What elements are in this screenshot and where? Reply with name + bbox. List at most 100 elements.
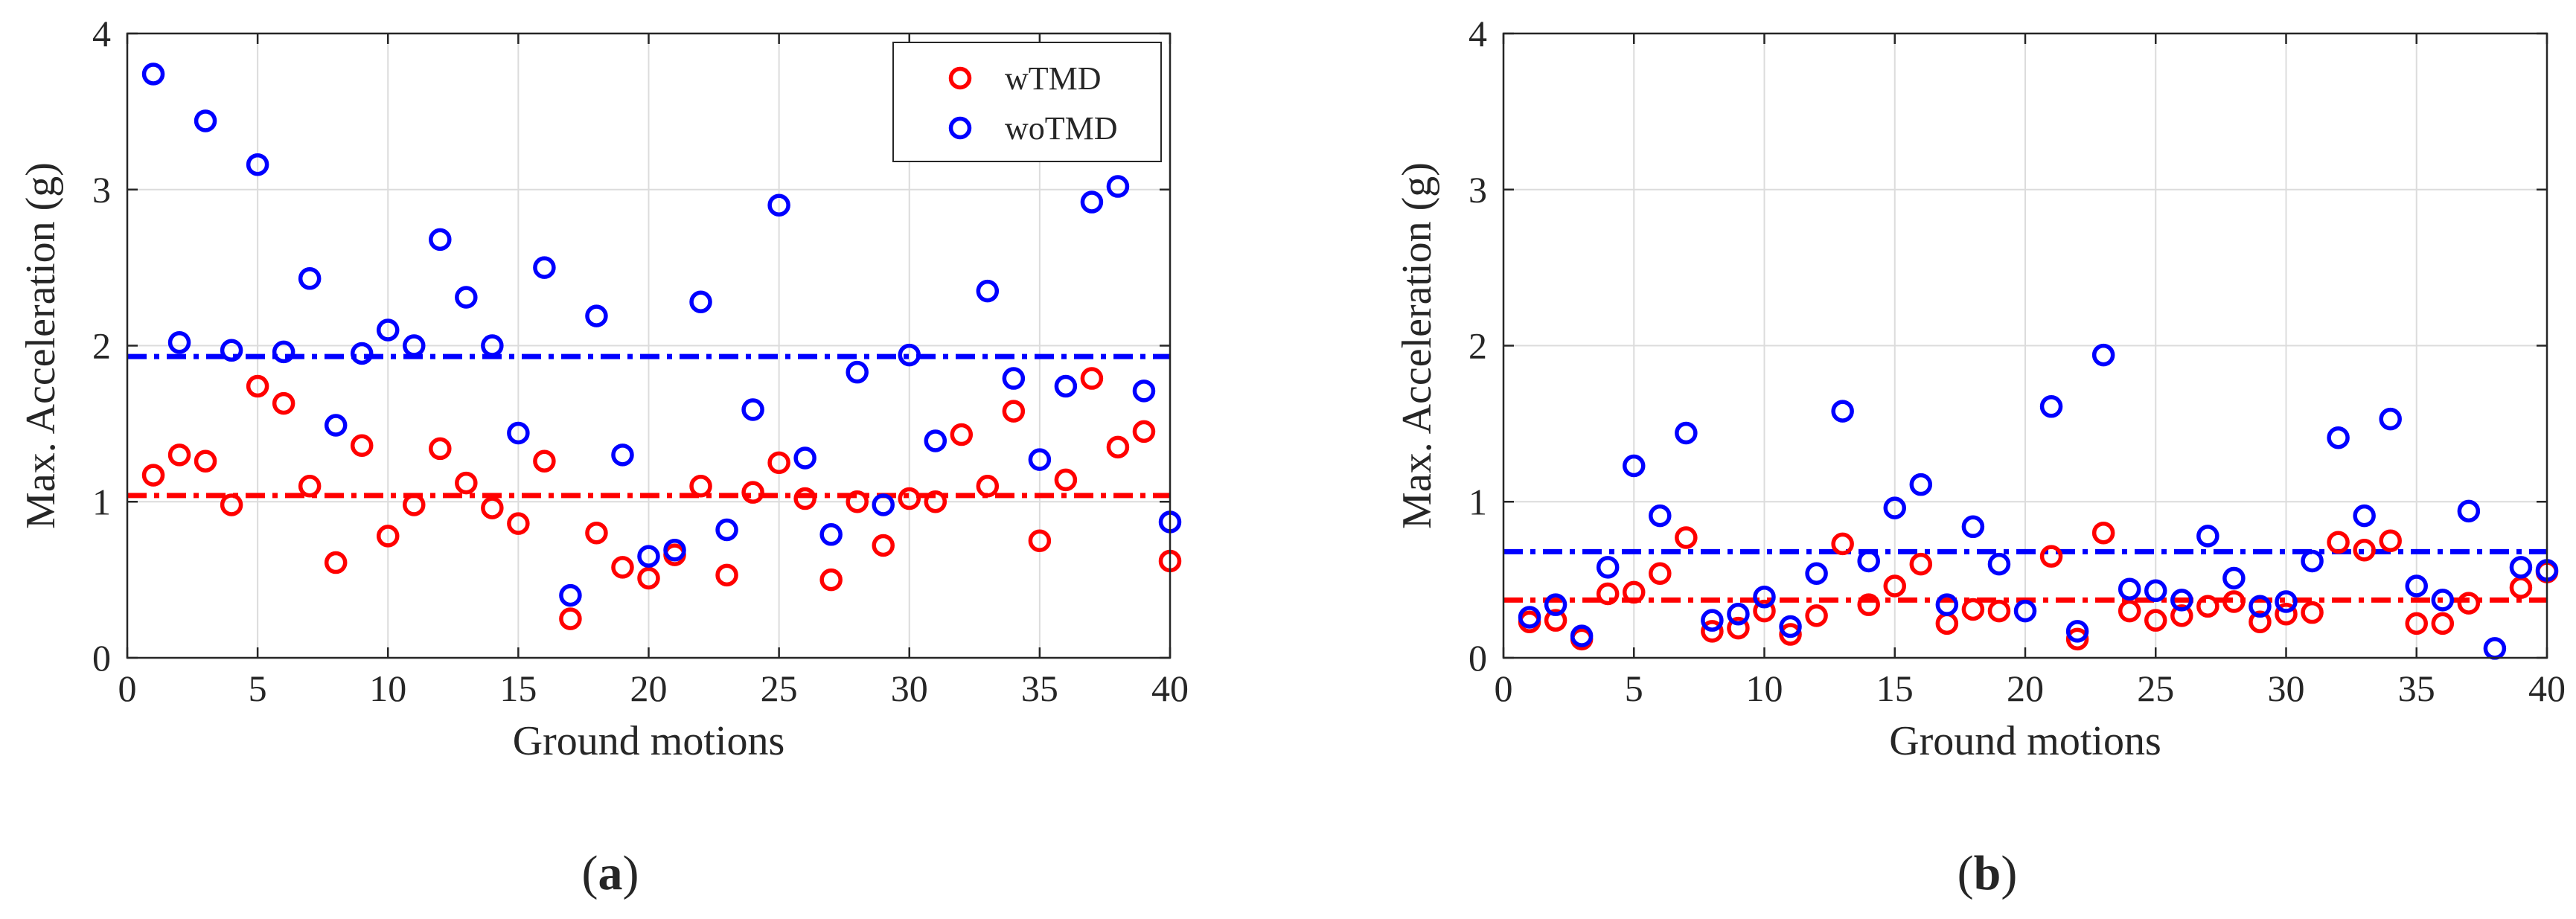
data-point-wtmd: [2457, 592, 2481, 615]
data-point-wotmd: [1106, 175, 1130, 198]
data-point-wotmd: [1623, 454, 1646, 478]
data-point-wtmd: [559, 607, 582, 630]
y-tick-label: 4: [92, 13, 111, 54]
data-point-wotmd: [2118, 577, 2141, 601]
x-tick-label: 15: [499, 667, 537, 709]
data-point-wotmd: [1753, 585, 1776, 609]
data-point-wtmd: [1779, 623, 1802, 646]
x-tick-label: 15: [1876, 667, 1914, 709]
data-point-wotmd: [2457, 499, 2481, 523]
data-point-wotmd: [167, 331, 191, 354]
x-tick-label: 35: [1021, 667, 1058, 709]
data-point-wtmd: [793, 487, 816, 510]
x-tick-label: 25: [2137, 667, 2174, 709]
data-point-wotmd: [1701, 609, 1724, 632]
data-point-wtmd: [637, 566, 660, 590]
data-point-wotmd: [1805, 562, 1828, 585]
data-point-wtmd: [1544, 609, 1567, 632]
data-point-wotmd: [2405, 574, 2428, 598]
data-point-wotmd: [1961, 515, 1985, 539]
data-point-wotmd: [1570, 624, 1594, 647]
subfigure-label: (a): [582, 846, 639, 900]
x-tick-label: 10: [1746, 667, 1783, 709]
data-point-wotmd: [663, 539, 686, 562]
data-point-wotmd: [246, 153, 269, 176]
data-point-wotmd: [1649, 504, 1672, 528]
y-tick-label: 3: [1468, 169, 1487, 211]
data-point-wotmd: [559, 583, 582, 607]
y-tick-label: 2: [1468, 325, 1487, 367]
data-point-wotmd: [1675, 421, 1698, 445]
data-point-wotmd: [1831, 400, 1854, 423]
data-point-wtmd: [1132, 420, 1156, 444]
data-point-wtmd: [403, 493, 426, 516]
data-point-wotmd: [715, 518, 738, 542]
data-point-wtmd: [2275, 603, 2298, 626]
data-point-wtmd: [2170, 604, 2193, 627]
data-point-wotmd: [1909, 473, 1933, 496]
data-point-wtmd: [481, 496, 504, 519]
data-point-wotmd: [324, 414, 348, 437]
data-point-wotmd: [1132, 380, 1156, 403]
data-point-wotmd: [1054, 374, 1078, 398]
x-tick-label: 30: [2268, 667, 2305, 709]
data-point-wtmd: [1106, 435, 1130, 459]
legend-marker-wtmd: [948, 66, 972, 90]
data-point-wtmd: [2091, 521, 2115, 545]
data-point-wotmd: [298, 267, 322, 290]
data-point-wotmd: [1544, 593, 1567, 616]
panel-b: 0 5 10 15 20 25 30 35 40 0 1 2 3 4 Ground motions Max. …: [1394, 13, 2566, 900]
data-point-wtmd: [1831, 532, 1854, 556]
data-point-wtmd: [1805, 604, 1828, 627]
data-point-wtmd: [533, 449, 556, 473]
data-point-wotmd: [507, 421, 530, 445]
data-point-wotmd: [1727, 603, 1750, 626]
legend-marker-wotmd: [948, 116, 972, 140]
x-axis-label: Ground motions: [513, 718, 785, 764]
legend-label-wotmd: woTMD: [1005, 110, 1118, 147]
data-point-wtmd: [2379, 529, 2402, 552]
data-point-wotmd: [2196, 525, 2219, 548]
x-tick-label: 0: [1495, 667, 1513, 709]
data-point-wotmd: [2170, 589, 2193, 612]
data-point-wtmd: [2431, 612, 2455, 635]
data-point-wtmd: [167, 444, 191, 467]
y-tick-label: 1: [1468, 481, 1487, 522]
data-point-wotmd: [350, 342, 374, 365]
data-point-wotmd: [846, 360, 869, 384]
data-point-wtmd: [1596, 582, 1620, 606]
data-point-wotmd: [2431, 589, 2455, 612]
data-point-wtmd: [507, 512, 530, 535]
data-point-wtmd: [741, 481, 764, 504]
data-point-wtmd: [298, 475, 322, 498]
data-point-wotmd: [220, 339, 243, 362]
data-point-wtmd: [1961, 598, 1985, 621]
data-point-wtmd: [872, 534, 895, 557]
legend-box: [892, 42, 1162, 162]
data-point-wotmd: [1080, 190, 1104, 214]
x-tick-label: 30: [891, 667, 928, 709]
data-point-wtmd: [1883, 574, 1906, 598]
y-tick-label: 0: [1468, 637, 1487, 679]
data-point-wotmd: [377, 318, 400, 342]
data-point-wotmd: [2222, 566, 2246, 590]
data-point-wotmd: [194, 109, 217, 132]
data-point-wtmd: [141, 464, 165, 487]
subfigure-label: (b): [1957, 846, 2018, 900]
data-point-wtmd: [1675, 526, 1698, 549]
data-point-wtmd: [272, 391, 295, 415]
data-point-wotmd: [898, 343, 921, 367]
data-point-wotmd: [689, 290, 712, 314]
data-point-wotmd: [1883, 496, 1906, 519]
data-point-wtmd: [1002, 400, 1026, 423]
data-point-wtmd: [2065, 627, 2089, 651]
data-point-wotmd: [872, 493, 895, 516]
data-point-wotmd: [819, 523, 843, 546]
data-point-wtmd: [1857, 593, 1880, 616]
data-point-wtmd: [2327, 531, 2350, 554]
data-point-wtmd: [950, 423, 974, 446]
data-point-wotmd: [793, 446, 816, 470]
x-tick-label: 20: [630, 667, 668, 709]
data-point-wtmd: [819, 568, 843, 592]
